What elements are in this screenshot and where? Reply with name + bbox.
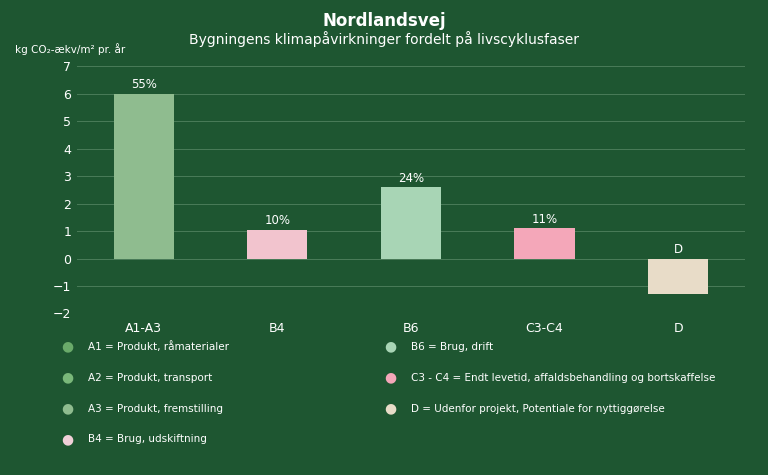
Bar <box>381 187 441 258</box>
Text: ●: ● <box>61 340 74 354</box>
Text: ●: ● <box>61 370 74 385</box>
Text: ●: ● <box>384 370 396 385</box>
Text: ●: ● <box>384 401 396 416</box>
Text: ●: ● <box>61 432 74 446</box>
Bar <box>648 258 708 294</box>
Bar <box>247 230 307 258</box>
Bar <box>114 94 174 258</box>
Text: D = Udenfor projekt, Potentiale for nyttiggørelse: D = Udenfor projekt, Potentiale for nytt… <box>411 403 664 414</box>
Bar <box>515 228 574 258</box>
Text: ●: ● <box>61 401 74 416</box>
Text: ●: ● <box>384 340 396 354</box>
Text: Nordlandsvej: Nordlandsvej <box>323 12 445 30</box>
Text: 10%: 10% <box>264 214 290 227</box>
Text: B4 = Brug, udskiftning: B4 = Brug, udskiftning <box>88 434 207 445</box>
Text: A3 = Produkt, fremstilling: A3 = Produkt, fremstilling <box>88 403 223 414</box>
Text: B6 = Brug, drift: B6 = Brug, drift <box>411 342 493 352</box>
Text: Bygningens klimapåvirkninger fordelt på livscyklusfaser: Bygningens klimapåvirkninger fordelt på … <box>189 31 579 47</box>
Text: A1 = Produkt, råmaterialer: A1 = Produkt, råmaterialer <box>88 342 230 352</box>
Text: 11%: 11% <box>531 213 558 226</box>
Text: D: D <box>674 243 683 256</box>
Text: A2 = Produkt, transport: A2 = Produkt, transport <box>88 372 213 383</box>
Text: kg CO₂-ækv/m² pr. år: kg CO₂-ækv/m² pr. år <box>15 43 126 55</box>
Text: C3 - C4 = Endt levetid, affaldsbehandling og bortskaffelse: C3 - C4 = Endt levetid, affaldsbehandlin… <box>411 372 715 383</box>
Text: 55%: 55% <box>131 78 157 91</box>
Text: 24%: 24% <box>398 171 424 184</box>
